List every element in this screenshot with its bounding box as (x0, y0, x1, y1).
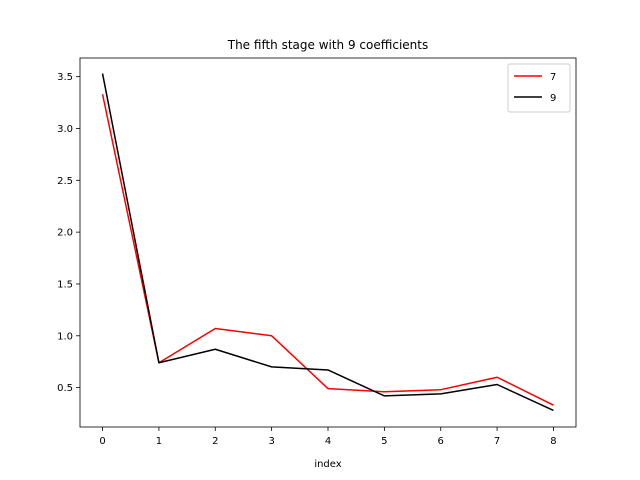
legend-box (507, 63, 571, 113)
x-tick-label: 2 (212, 436, 218, 447)
x-tick-label: 5 (381, 436, 387, 447)
legend-label-9: 9 (550, 93, 556, 104)
x-tick-label: 1 (156, 436, 162, 447)
x-tick-label: 0 (99, 436, 105, 447)
y-tick-label: 2.0 (57, 228, 73, 239)
y-axis: 0.5 1.0 1.5 2.0 2.5 3.0 3.5 (57, 72, 80, 394)
x-tick-label: 4 (325, 436, 331, 447)
y-tick-label: 3.5 (57, 72, 73, 83)
x-tick-label: 3 (268, 436, 274, 447)
y-tick-label: 2.5 (57, 176, 73, 187)
legend-label-7: 7 (550, 72, 556, 83)
series-layer (101, 73, 554, 412)
series-line-7 (101, 94, 554, 406)
x-tick-label: 7 (494, 436, 500, 447)
chart-title: The fifth stage with 9 coefficients (227, 38, 428, 52)
x-tick-label: 6 (438, 436, 444, 447)
x-tick-label: 8 (550, 436, 556, 447)
y-tick-label: 1.5 (57, 279, 73, 290)
y-tick-label: 0.5 (57, 383, 73, 394)
x-axis-label: index (314, 459, 341, 470)
y-tick-label: 3.0 (57, 124, 73, 135)
series-line-9 (101, 73, 554, 412)
x-axis: 0 1 2 3 4 5 6 7 8 (99, 427, 557, 447)
y-tick-label: 1.0 (57, 331, 73, 342)
legend: 79 (507, 63, 571, 113)
